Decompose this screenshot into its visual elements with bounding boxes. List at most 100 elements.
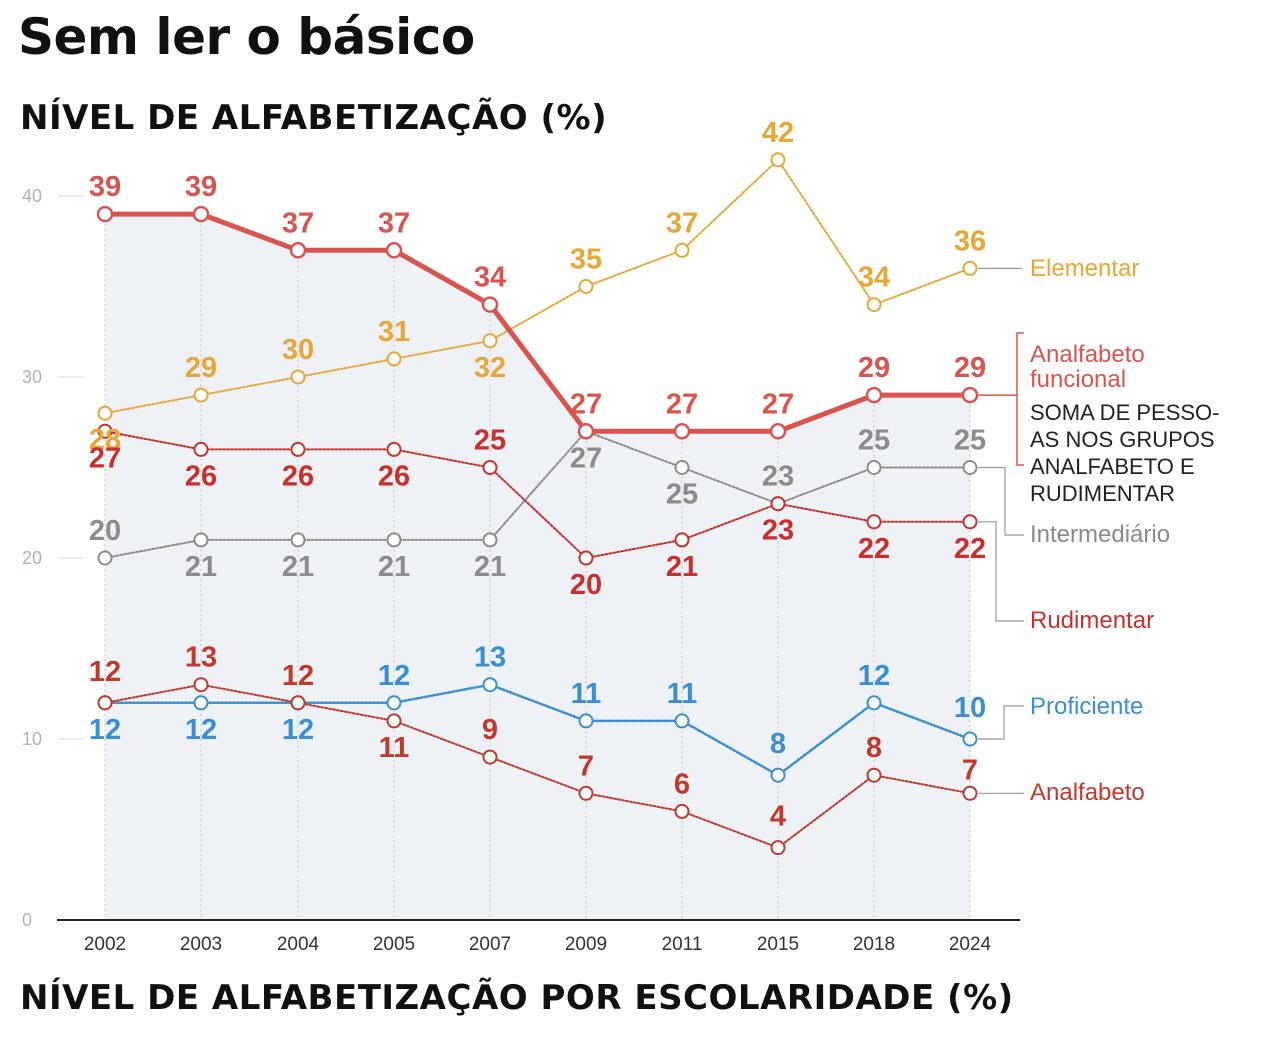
point-analfabeto-2002 [97,695,113,711]
data-label-intermediario-2011: 25 [666,479,698,511]
series-line-funcional [102,211,973,434]
data-label-elementar-2002: 28 [89,424,121,456]
connector-intermediario [978,466,1024,536]
data-label-elementar-2011: 37 [666,207,698,239]
legend-elementar: Elementar [1030,255,1139,282]
point-proficiente-2011 [674,713,690,729]
annotation-line-4: RUDIMENTAR [1030,481,1175,506]
point-analfabeto-2009 [578,785,594,801]
data-label-elementar-2009: 35 [570,244,602,276]
point-funcional-2002 [96,205,114,223]
data-label-rudimentar-2005: 26 [378,460,410,492]
data-label-proficiente-2007: 13 [474,642,506,674]
shaded-area [105,214,970,921]
legend-proficiente: Proficiente [1030,693,1143,720]
point-intermediario-2003 [193,532,209,548]
connector-rudimentar [978,521,1024,622]
point-rudimentar-2015 [770,496,786,512]
x-tick-label-2024: 2024 [949,934,992,955]
point-funcional-2003 [192,205,210,223]
point-elementar-2018 [866,297,882,313]
data-label-funcional-2003: 39 [185,171,217,203]
x-tick-label-2015: 2015 [757,934,799,955]
data-label-funcional-2018: 29 [858,352,890,384]
connector-proficiente [978,705,1024,740]
data-label-proficiente-2003: 12 [185,714,217,746]
data-label-funcional-2005: 37 [378,207,410,239]
point-elementar-2015 [770,152,786,168]
data-label-proficiente-2005: 12 [378,660,410,692]
series-line-analfabeto [104,683,971,849]
point-funcional-2011 [673,423,691,440]
x-tick-label-2011: 2011 [662,934,703,955]
data-label-funcional-2007: 34 [474,262,506,294]
point-funcional-2015 [769,423,787,440]
point-elementar-2007 [482,333,498,349]
point-rudimentar-2007 [482,460,498,475]
point-elementar-2004 [290,369,306,385]
data-label-rudimentar-2024: 22 [954,533,986,565]
point-analfabeto-2011 [674,803,690,819]
data-label-proficiente-2009: 11 [571,678,602,710]
legend-analfabeto: Analfabeto [1030,779,1145,806]
series-line-proficiente [103,683,972,777]
data-label-proficiente-2018: 12 [858,660,890,692]
data-label-intermediario-2005: 21 [378,551,410,583]
data-label-rudimentar-2009: 20 [570,569,602,601]
data-label-rudimentar-2011: 21 [666,551,698,583]
point-funcional-2024 [961,386,979,404]
point-proficiente-2024 [962,731,978,747]
y-tick-label-40: 40 [22,186,42,206]
data-label-rudimentar-2018: 22 [858,533,890,565]
annotation-line-1: SOMA DE PESSO- [1030,400,1220,425]
data-label-proficiente-2024: 10 [954,692,986,724]
data-label-rudimentar-2004: 26 [282,460,314,492]
point-rudimentar-2024 [962,514,978,530]
point-rudimentar-2009 [578,550,594,566]
point-funcional-2009 [577,423,595,440]
data-label-intermediario-2003: 21 [185,551,217,583]
x-tick-label-2009: 2009 [565,934,607,955]
data-label-funcional-2011: 27 [666,388,698,420]
data-label-elementar-2024: 36 [954,225,986,257]
point-funcional-2018 [865,386,883,404]
point-intermediario-2011 [674,460,690,475]
point-proficiente-2009 [578,713,594,729]
y-tick-label-30: 30 [22,367,42,387]
x-tick-label-2002: 2002 [84,934,126,955]
data-label-rudimentar-2007: 25 [474,425,506,457]
x-tick-label-2007: 2007 [469,934,511,955]
point-rudimentar-2011 [674,532,690,548]
point-intermediario-2004 [290,532,306,548]
point-intermediario-2024 [962,460,978,475]
point-elementar-2002 [97,405,113,421]
data-label-elementar-2005: 31 [378,316,410,348]
data-label-analfabeto-2015: 4 [770,801,786,833]
data-label-analfabeto-2005: 11 [379,732,410,764]
data-label-elementar-2007: 32 [474,352,506,384]
point-rudimentar-2004 [290,441,306,457]
data-label-elementar-2015: 42 [762,117,794,149]
x-tick-label-2004: 2004 [277,934,320,955]
point-elementar-2003 [193,387,209,403]
point-analfabeto-2024 [962,785,978,801]
page-title: Sem ler o básico [18,8,475,66]
series-line-rudimentar [104,430,971,559]
series-line-elementar [104,158,971,415]
y-tick-label-10: 10 [22,729,42,749]
point-analfabeto-2007 [482,749,498,765]
point-rudimentar-2003 [193,441,209,457]
annotation-line-3: ANALFABETO E [1030,454,1195,479]
data-label-elementar-2004: 30 [282,334,314,366]
point-intermediario-2005 [386,532,402,548]
x-tick-label-2003: 2003 [180,934,222,955]
data-label-proficiente-2002: 12 [89,714,121,746]
point-rudimentar-2005 [386,441,402,457]
point-proficiente-2003 [193,695,209,711]
data-label-analfabeto-2004: 12 [282,660,314,692]
x-tick-label-2005: 2005 [373,934,415,955]
data-label-analfabeto-2018: 8 [866,732,882,764]
point-proficiente-2007 [482,677,498,693]
x-tick-label-2018: 2018 [853,934,895,955]
y-tick-label-20: 20 [22,548,42,568]
